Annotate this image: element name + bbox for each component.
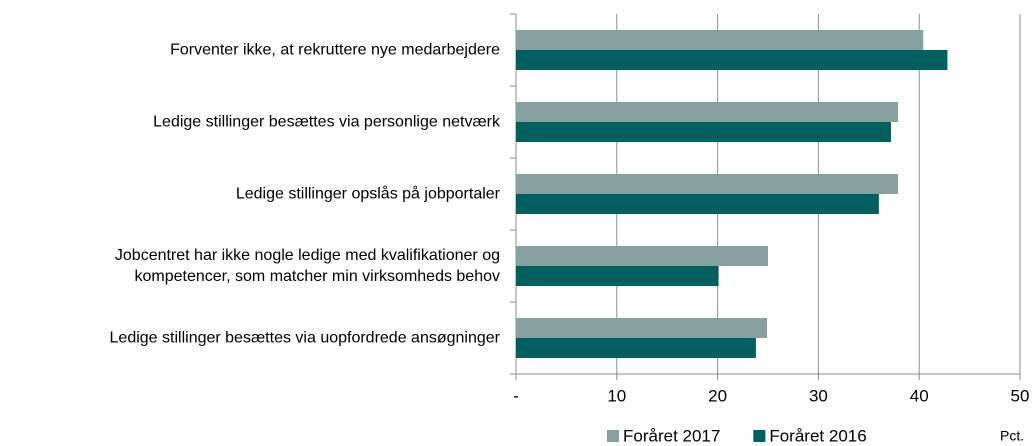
x-tick-label: 10 [607, 386, 626, 405]
bar [516, 50, 948, 70]
legend-swatch [607, 430, 619, 442]
bar [516, 338, 756, 358]
bar [516, 194, 879, 214]
bar [516, 30, 924, 50]
x-axis-label: Pct. [1000, 428, 1024, 444]
bar [516, 246, 768, 266]
y-tick-label: Ledige stillinger besættes via personlig… [153, 113, 500, 131]
bar [516, 318, 767, 338]
bar [516, 122, 891, 142]
bar [516, 174, 899, 194]
x-tick-label: 40 [910, 386, 929, 405]
bar [516, 266, 719, 286]
x-tick-label: 50 [1011, 386, 1030, 405]
x-tick-label: 30 [809, 386, 828, 405]
legend-label: Foråret 2017 [623, 426, 720, 445]
y-tick-label: Ledige stillinger besættes via uopfordre… [109, 329, 500, 347]
x-tick-label: - [513, 386, 519, 405]
bar [516, 102, 899, 122]
y-tick-label: Forventer ikke, at rekruttere nye medarb… [170, 41, 500, 59]
legend-label: Foråret 2016 [769, 426, 866, 445]
x-tick-label: 20 [708, 386, 727, 405]
y-tick-label: Jobcentret har ikke nogle ledige med kva… [114, 247, 500, 285]
legend-swatch [753, 430, 766, 442]
y-tick-label: Ledige stillinger opslås på jobportaler [235, 185, 500, 203]
